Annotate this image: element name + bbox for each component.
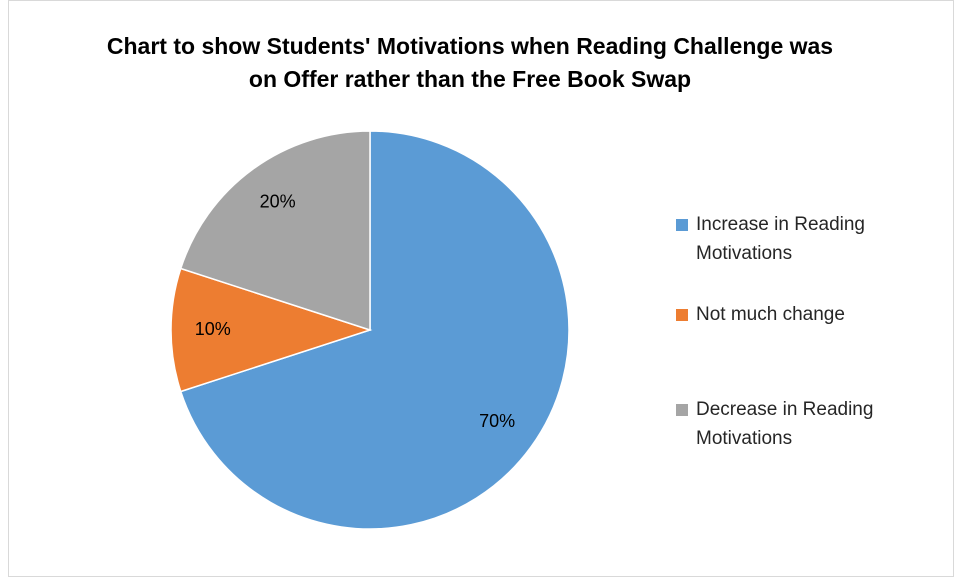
legend-label: Not much change <box>696 304 845 325</box>
legend-entry: Increase in Reading Motivations <box>676 210 936 268</box>
legend-label: Increase in Reading Motivations <box>696 214 865 264</box>
chart-frame <box>8 0 954 577</box>
legend-entry: Not much change <box>676 300 936 329</box>
legend-entry: Decrease in Reading Motivations <box>676 395 936 453</box>
data-label: 20% <box>260 192 296 212</box>
legend-label: Decrease in Reading Motivations <box>696 399 874 449</box>
chart-title: Chart to show Students' Motivations when… <box>106 33 834 92</box>
pie-slice <box>170 267 373 393</box>
data-label: 70% <box>479 411 515 431</box>
data-label: 10% <box>195 319 231 339</box>
legend-swatch <box>676 219 688 231</box>
pie-slice <box>179 130 570 530</box>
pie-slice <box>179 130 371 332</box>
legend-swatch <box>676 309 688 321</box>
legend-swatch <box>676 404 688 416</box>
